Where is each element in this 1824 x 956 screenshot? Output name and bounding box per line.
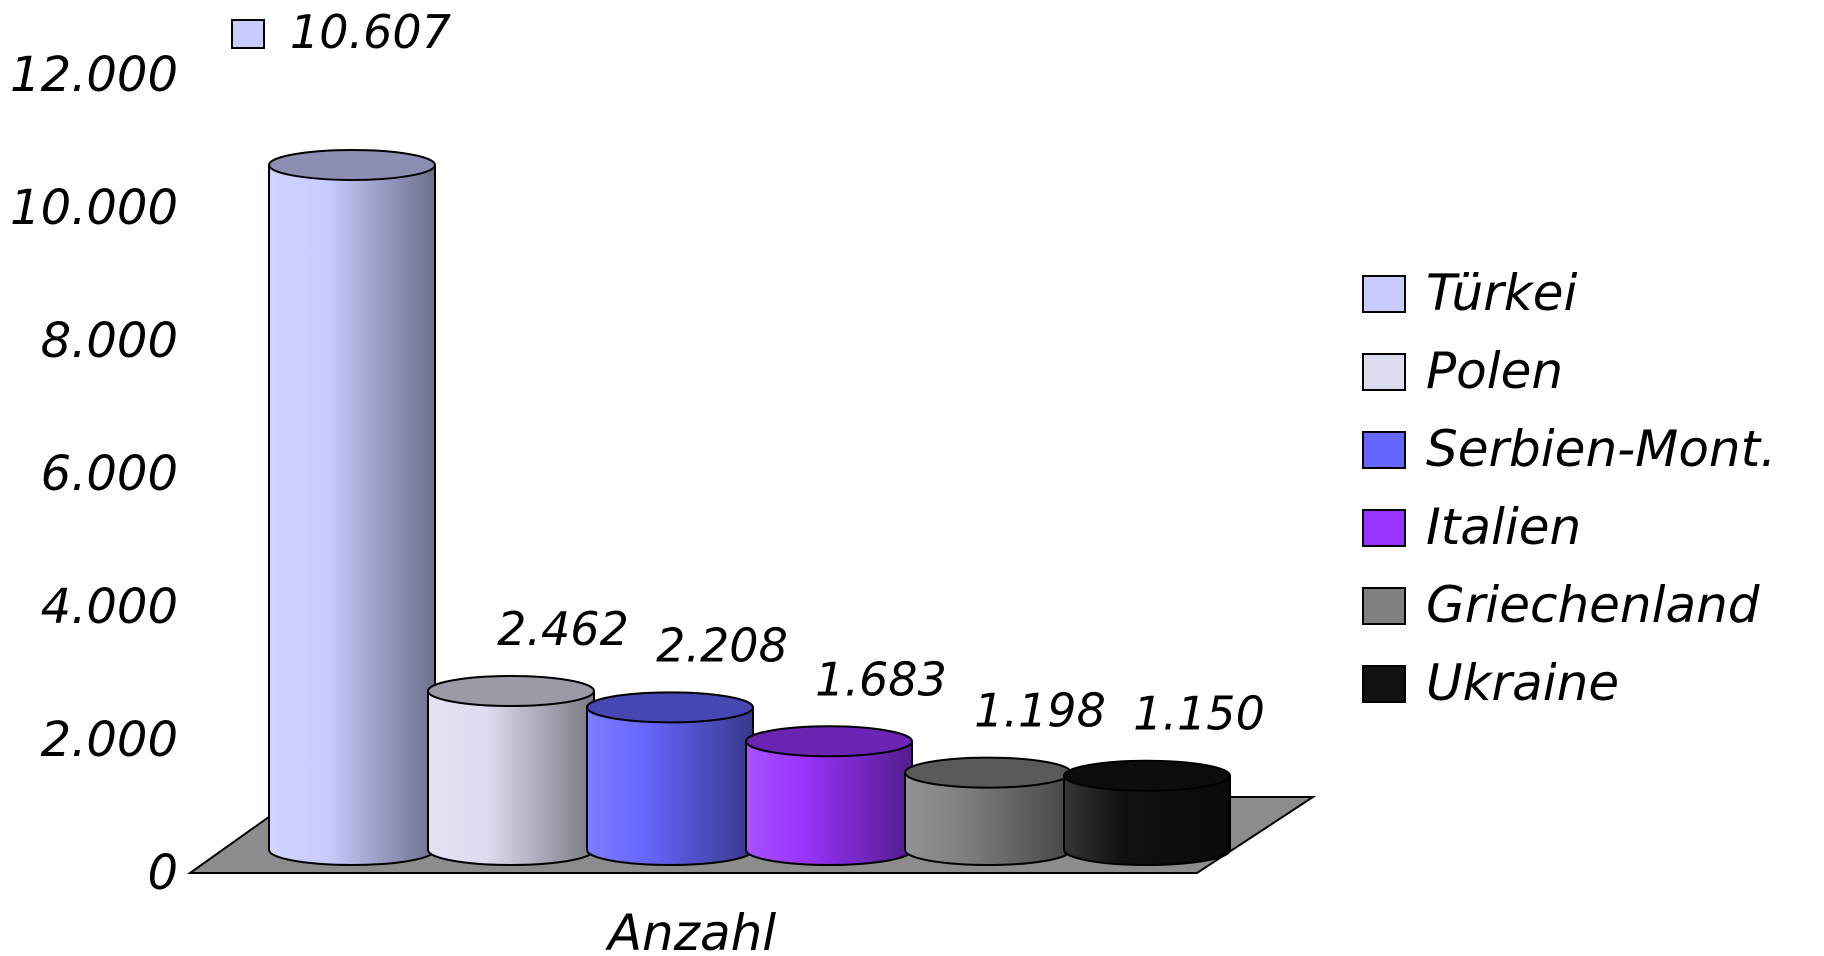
legend-item: Griechenland bbox=[1362, 576, 1760, 634]
bar-griechenland bbox=[904, 756, 1072, 866]
data-label-text: 1.198 bbox=[974, 684, 1106, 738]
legend-item: Polen bbox=[1362, 342, 1563, 400]
bar-top bbox=[586, 691, 754, 724]
bar-t-rkei bbox=[268, 148, 436, 866]
legend-swatch bbox=[1362, 509, 1406, 547]
bar-ukraine bbox=[1063, 759, 1231, 866]
bar-body bbox=[586, 706, 754, 866]
y-tick-label: 2.000 bbox=[41, 712, 178, 768]
legend-item: Türkei bbox=[1362, 264, 1577, 322]
data-label-key bbox=[231, 19, 265, 49]
y-tick-label: 8.000 bbox=[41, 313, 178, 369]
legend-swatch bbox=[1362, 275, 1406, 313]
legend-item: Ukraine bbox=[1362, 654, 1619, 712]
data-label: 10.607 bbox=[231, 5, 451, 59]
y-tick-label: 10.000 bbox=[10, 180, 178, 236]
data-label-text: 10.607 bbox=[290, 5, 451, 59]
data-label-text: 1.683 bbox=[815, 652, 947, 706]
legend-label: Serbien-Mont. bbox=[1426, 420, 1776, 478]
bar-serbien-mont- bbox=[586, 691, 754, 866]
legend-label: Polen bbox=[1426, 342, 1563, 400]
legend-swatch bbox=[1362, 353, 1406, 391]
y-tick-label: 12.000 bbox=[10, 47, 178, 103]
y-tick-label: 6.000 bbox=[41, 446, 178, 502]
legend-label: Türkei bbox=[1426, 264, 1577, 322]
bar-top bbox=[268, 148, 436, 181]
bar-polen bbox=[427, 674, 595, 866]
data-labels: 10.607 2.462 2.208 1.683 1.198 1.150 bbox=[231, 5, 1265, 741]
bar-group bbox=[268, 148, 1231, 866]
bar-body bbox=[268, 163, 436, 866]
data-label: 1.198 bbox=[974, 684, 1106, 738]
legend-label: Italien bbox=[1426, 498, 1581, 556]
legend-swatch bbox=[1362, 587, 1406, 625]
bar-top bbox=[1063, 759, 1231, 792]
data-label-text: 2.208 bbox=[656, 618, 788, 672]
legend-swatch bbox=[1362, 431, 1406, 469]
legend-item: Serbien-Mont. bbox=[1362, 420, 1776, 478]
x-axis-label: Anzahl bbox=[605, 904, 776, 956]
bar-body bbox=[1063, 774, 1231, 866]
bar-italien bbox=[745, 725, 913, 866]
legend-label: Griechenland bbox=[1426, 576, 1760, 634]
data-label: 1.683 bbox=[815, 652, 947, 706]
bar-body bbox=[745, 740, 913, 866]
bar-body bbox=[427, 689, 595, 866]
y-tick-label: 0 bbox=[147, 845, 178, 901]
legend-item: Italien bbox=[1362, 498, 1581, 556]
data-label-text: 2.462 bbox=[497, 602, 629, 656]
legend-swatch bbox=[1362, 665, 1406, 703]
data-label: 2.462 bbox=[497, 602, 629, 656]
legend-label: Ukraine bbox=[1426, 654, 1619, 712]
data-label: 2.208 bbox=[656, 618, 788, 672]
legend: Türkei Polen Serbien-Mont. Italien Griechenl… bbox=[1362, 264, 1776, 712]
bar-top bbox=[427, 674, 595, 707]
bar-top bbox=[904, 756, 1072, 789]
y-tick-label: 4.000 bbox=[41, 579, 178, 635]
y-axis: 0 2.000 4.000 6.000 8.000 10.000 12.000 bbox=[10, 47, 178, 901]
data-label-text: 1.150 bbox=[1133, 687, 1265, 741]
data-label: 1.150 bbox=[1133, 687, 1265, 741]
bar-top bbox=[745, 725, 913, 758]
